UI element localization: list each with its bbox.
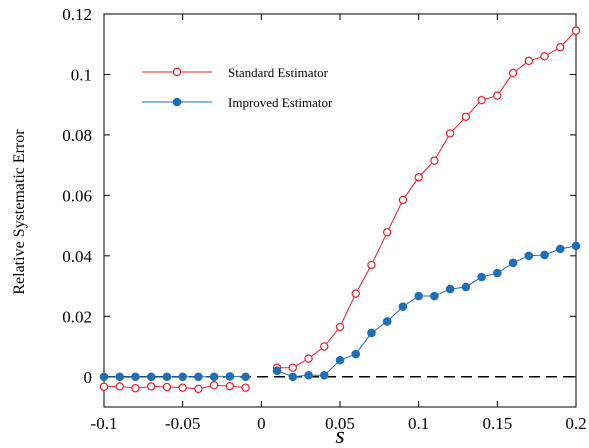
data-point — [351, 289, 360, 298]
data-point — [508, 68, 518, 78]
data-point — [571, 26, 581, 35]
data-point — [461, 112, 471, 121]
x-tick-label: 0.1 — [408, 414, 429, 433]
data-point — [555, 244, 565, 254]
data-point — [320, 342, 329, 351]
data-point — [225, 381, 235, 391]
data-point — [383, 228, 392, 237]
series-layer — [99, 26, 581, 394]
data-point — [146, 382, 156, 391]
data-point — [162, 382, 172, 392]
y-tick-label: 0.02 — [62, 307, 92, 326]
data-point — [524, 251, 534, 261]
data-point — [524, 56, 534, 66]
series-line — [103, 384, 246, 390]
data-point — [162, 372, 172, 382]
data-point — [398, 302, 408, 311]
x-tick-label: 0.05 — [325, 414, 355, 433]
data-point — [477, 95, 486, 105]
data-point — [477, 272, 486, 282]
data-point — [178, 383, 187, 392]
data-point — [131, 372, 140, 382]
x-tick-label: -0.05 — [165, 414, 200, 433]
data-point — [556, 43, 565, 52]
data-point — [493, 268, 502, 278]
series-improved — [99, 241, 581, 382]
x-tick-label: 0 — [257, 414, 266, 433]
data-point — [351, 349, 361, 359]
y-tick-label: 0 — [84, 368, 93, 387]
data-point — [272, 366, 282, 376]
data-point — [178, 372, 187, 382]
series-standard — [99, 26, 581, 394]
legend-label-standard: Standard Estimator — [228, 65, 329, 80]
data-point — [540, 250, 549, 260]
series-line — [277, 30, 577, 369]
x-axis-label: s — [335, 423, 344, 448]
data-point — [335, 355, 345, 365]
series-line — [276, 245, 577, 378]
data-point — [367, 328, 376, 338]
data-point — [430, 156, 439, 165]
data-point — [304, 354, 313, 363]
data-point — [115, 382, 124, 391]
data-point — [131, 384, 140, 393]
data-point — [241, 383, 250, 392]
data-point — [99, 382, 109, 391]
data-point — [414, 173, 423, 182]
data-point — [288, 363, 297, 372]
data-point — [335, 322, 345, 332]
data-point — [430, 291, 439, 301]
x-tick-label: -0.1 — [91, 414, 118, 433]
data-point — [194, 372, 203, 382]
data-point — [241, 372, 250, 382]
data-point — [367, 260, 376, 270]
legend-label-improved: Improved Estimator — [228, 95, 333, 110]
data-point — [445, 129, 455, 138]
data-point — [194, 384, 203, 394]
y-axis-label: Relative Systematic Error — [11, 129, 28, 295]
data-point — [540, 52, 549, 61]
legend-marker-improved — [172, 97, 182, 107]
data-point — [461, 282, 471, 292]
legend-marker-standard — [172, 67, 182, 77]
data-point — [146, 372, 156, 382]
data-point — [319, 370, 329, 380]
legend: Standard Estimator Improved Estimator — [142, 65, 333, 110]
y-tick-label: 0.08 — [62, 126, 92, 145]
data-point — [445, 284, 455, 294]
data-point — [288, 372, 298, 382]
y-tick-label: 0.04 — [62, 247, 92, 266]
data-point — [99, 372, 109, 382]
tick-labels: -0.1 -0.05 0 0.05 0.1 0.15 0.2 0 0.02 0.04 0.06 0.0… — [62, 5, 586, 433]
ticks — [103, 13, 577, 407]
data-point — [398, 195, 408, 205]
y-tick-label: 0.06 — [62, 186, 92, 205]
y-tick-label: 0.12 — [62, 5, 92, 24]
x-tick-label: 0.2 — [565, 414, 586, 433]
data-point — [225, 372, 235, 381]
data-point — [115, 372, 125, 382]
data-point — [209, 372, 219, 382]
data-point — [382, 317, 392, 326]
data-point — [571, 241, 581, 251]
data-point — [508, 258, 518, 268]
x-tick-label: 0.15 — [482, 414, 512, 433]
y-tick-label: 0.1 — [71, 65, 92, 84]
data-point — [209, 381, 219, 390]
data-point — [304, 370, 313, 380]
data-point — [493, 91, 502, 100]
data-point — [414, 291, 423, 301]
